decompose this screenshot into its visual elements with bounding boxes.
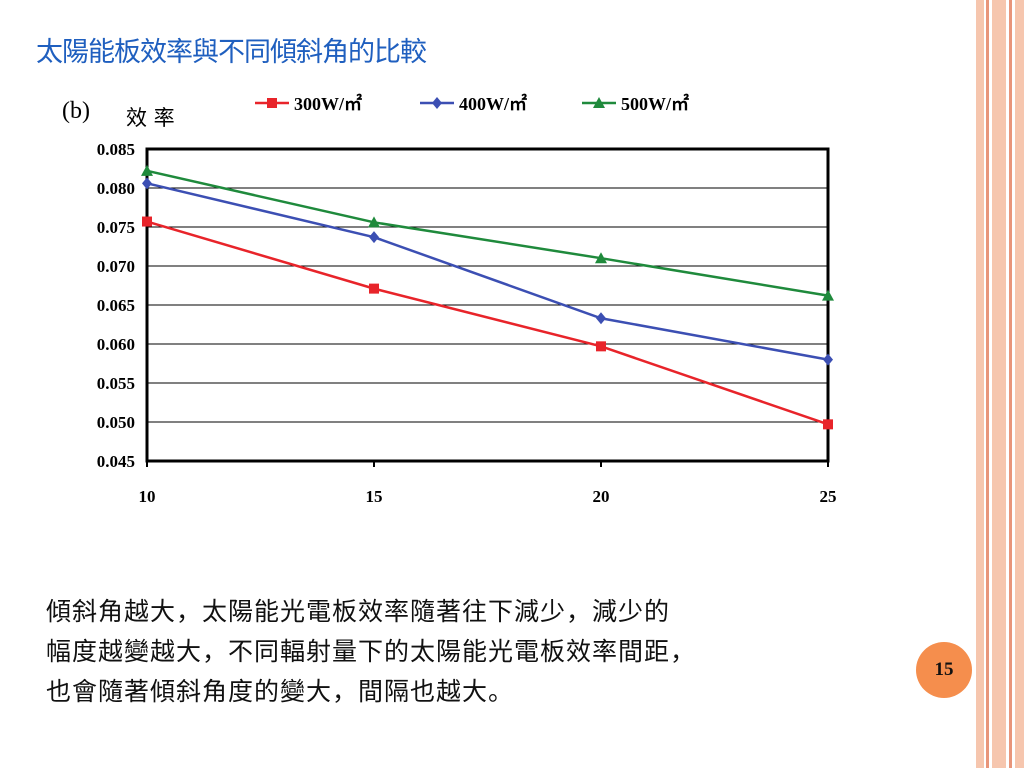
data-point xyxy=(369,283,379,294)
y-axis-label: 效 率 xyxy=(126,106,175,130)
stripe xyxy=(992,0,1006,768)
y-tick-label: 0.060 xyxy=(97,335,135,354)
data-point xyxy=(596,341,606,352)
series-line xyxy=(146,182,829,361)
plot-frame xyxy=(145,147,830,463)
y-tick-label: 0.085 xyxy=(97,140,135,159)
stripe xyxy=(986,0,989,768)
data-point xyxy=(595,252,607,264)
y-tick-label: 0.075 xyxy=(97,218,135,237)
data-point xyxy=(368,216,380,228)
y-tick-label: 0.045 xyxy=(97,452,135,471)
data-point xyxy=(822,289,834,301)
data-point xyxy=(823,353,833,366)
data-point xyxy=(369,231,379,244)
slide-title: 太陽能板效率與不同傾斜角的比較 xyxy=(36,37,427,68)
page-number-badge: 15 xyxy=(916,642,972,698)
data-point xyxy=(141,164,153,176)
data-point xyxy=(142,216,152,227)
legend-label: 300W/㎡ xyxy=(294,93,362,114)
stripe xyxy=(1009,0,1012,768)
body-line: 也會隨著傾斜角度的變大，間隔也越大。 xyxy=(46,677,515,706)
legend-label: 400W/㎡ xyxy=(459,93,527,114)
legend-label: 500W/㎡ xyxy=(621,93,689,114)
y-tick-label: 0.055 xyxy=(97,374,135,393)
series-line xyxy=(146,220,829,426)
legend-marker xyxy=(593,97,605,108)
y-tick-label: 0.080 xyxy=(97,179,135,198)
data-point xyxy=(596,312,606,325)
legend-marker xyxy=(432,97,442,109)
panel-label: (b) xyxy=(62,98,90,124)
efficiency-line-chart: 0.085 0.080 0.075 0.070 0.065 0.060 0.055 0.050… xyxy=(62,93,837,506)
legend-marker xyxy=(267,98,277,108)
y-tick-label: 0.070 xyxy=(97,257,135,276)
x-tick-label: 25 xyxy=(820,487,837,506)
x-tick-label: 15 xyxy=(366,487,383,506)
body-line: 幅度越變越大，不同輻射量下的太陽能光電板效率間距， xyxy=(46,637,697,666)
series-line xyxy=(146,169,829,297)
y-tick-label: 0.050 xyxy=(97,413,135,432)
data-point xyxy=(823,419,833,430)
body-line: 傾斜角越大，太陽能光電板效率隨著往下減少，減少的 xyxy=(46,597,671,626)
data-point xyxy=(142,177,152,190)
body-text: 傾斜角越大，太陽能光電板效率隨著往下減少，減少的 幅度越變越大，不同輻射量下的太… xyxy=(46,592,906,712)
y-tick-label: 0.065 xyxy=(97,296,135,315)
decorative-stripes xyxy=(976,0,1024,768)
stripe xyxy=(1015,0,1024,768)
x-tick-label: 10 xyxy=(139,487,156,506)
stripe xyxy=(976,0,984,768)
x-tick-label: 20 xyxy=(593,487,610,506)
